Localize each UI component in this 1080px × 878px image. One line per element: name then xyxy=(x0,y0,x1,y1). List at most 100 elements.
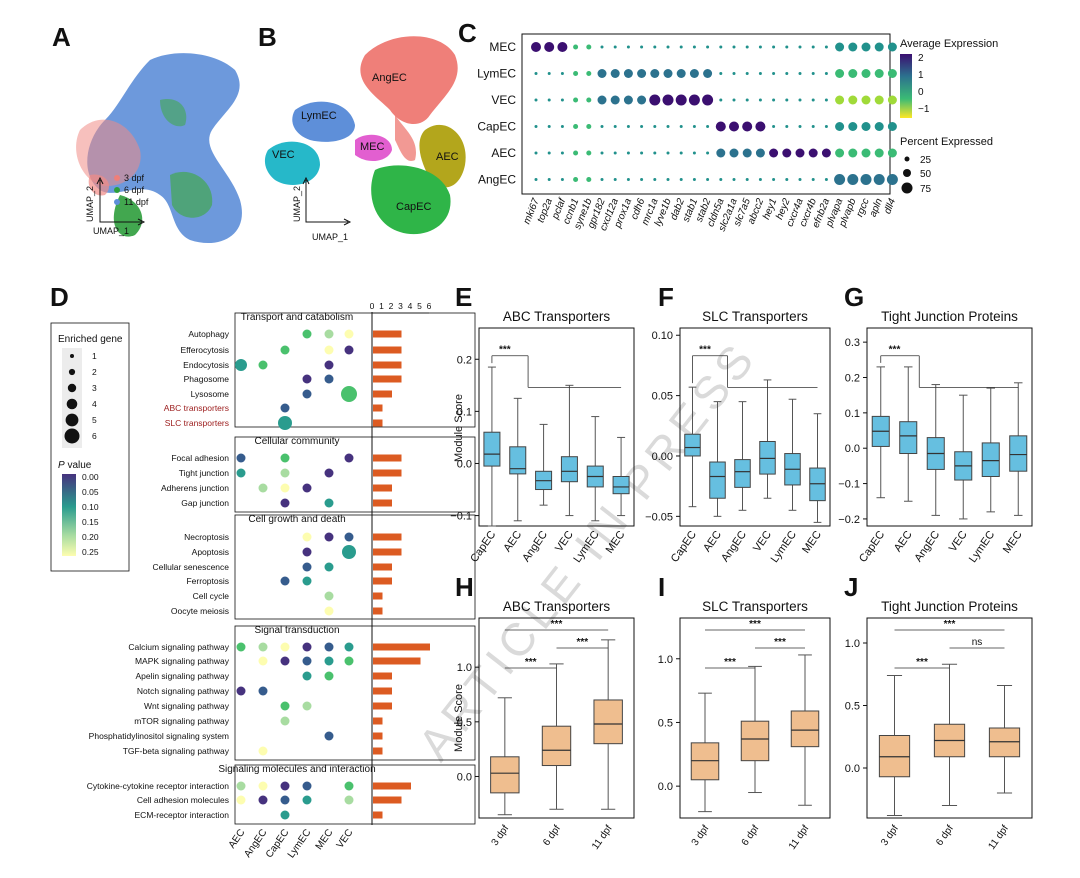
box-h-3-dpf xyxy=(490,756,520,794)
xtick-label-f-vec: VEC xyxy=(751,529,774,554)
enrich-dot-0-0-3 xyxy=(302,329,312,339)
box-i-11-dpf xyxy=(790,710,820,748)
size-legend-dot-25 xyxy=(904,156,910,162)
box-g-mec xyxy=(1009,435,1028,472)
frame-g xyxy=(866,327,1033,527)
ytick-label-e-0: 0.2 xyxy=(457,354,472,366)
dot-capec-mrc1a xyxy=(653,125,657,128)
dot-vec-dab2 xyxy=(675,94,687,106)
term-label-mapk-signaling-pathway: MAPK signaling pathway xyxy=(135,656,230,666)
size-legend-dot-50 xyxy=(903,169,911,177)
enrich-dot-4-1-5 xyxy=(344,795,354,805)
dotplot-c: MECLymECVECCapECAECAngECmki67top2apclafc… xyxy=(477,33,898,233)
dot-capec-pclaf xyxy=(560,125,564,128)
dot-vec-plvapb xyxy=(848,95,858,105)
legend-color-tick-4: 0.20 xyxy=(82,532,99,542)
column-label-aec: AEC xyxy=(227,827,248,850)
enrich-dot-2-2-4 xyxy=(324,562,334,572)
dot-mec-pclaf xyxy=(557,42,568,52)
term-label-autophagy: Autophagy xyxy=(188,329,229,339)
dot-capec-ccnb1 xyxy=(573,124,579,129)
panel-label-b: B xyxy=(258,22,277,52)
enrich-dot-2-5-4 xyxy=(324,606,334,616)
cluster-angec xyxy=(360,36,458,125)
ytick-label-j-1: 0.5 xyxy=(845,701,860,713)
legend-dot-3dpf xyxy=(114,175,120,181)
term-label-notch-signaling-pathway: Notch signaling pathway xyxy=(137,686,230,696)
enrich-dot-3-3-0 xyxy=(236,686,246,696)
enrich-bar-apoptosis xyxy=(373,548,402,556)
dot-mec-rgcc xyxy=(861,42,871,52)
xtick-label-i-6-dpf: 6 dpf xyxy=(740,823,762,848)
enrich-dot-3-4-3 xyxy=(302,701,312,711)
ytick-label-e-1: 0.1 xyxy=(457,406,472,418)
xtick-label-f-mec: MEC xyxy=(800,529,824,556)
enrich-bar-abc-transporters xyxy=(373,404,383,412)
term-label-calcium-signaling-pathway: Calcium signaling pathway xyxy=(128,642,229,652)
xtick-label-j-6-dpf: 6 dpf xyxy=(934,823,956,848)
dot-vec-rgcc xyxy=(861,95,871,105)
enrich-dot-2-2-3 xyxy=(302,562,312,572)
dot-angec-pclaf xyxy=(560,178,564,181)
enrich-dot-2-3-2 xyxy=(280,576,290,586)
xtick-label-f-lymec: LymEC xyxy=(769,529,799,565)
dot-angec-rgcc xyxy=(860,174,872,185)
term-label-cytokine-cytokine-receptor-interaction: Cytokine-cytokine receptor interaction xyxy=(87,781,229,791)
enrich-dot-0-2-1 xyxy=(258,360,268,370)
ytick-label-g-1: 0.2 xyxy=(845,373,860,385)
ylabel-top: Module Score xyxy=(453,394,465,462)
colorbar-tick-0: 0 xyxy=(918,87,924,98)
dot-aec-cxcl12a xyxy=(613,151,617,155)
dot-lymec-mrc1a xyxy=(650,69,660,78)
legend-color-tick-2: 0.10 xyxy=(82,502,99,512)
boxplot-h: ABC Transporters 1.0 0.5 0.0 3 dpf 6 dpf 11 dp… xyxy=(457,599,635,852)
enrich-bar-apelin-signaling-pathway xyxy=(373,672,392,680)
enrich-dot-4-0-1 xyxy=(258,781,268,791)
enrich-dot-0-0-5 xyxy=(344,329,354,339)
enrich-dot-3-2-4 xyxy=(324,671,334,681)
dot-capec-cxcl12a xyxy=(613,125,617,128)
legend-size-dot-2 xyxy=(68,368,76,376)
dot-angec-cxcr4b xyxy=(811,178,815,181)
dot-mec-plvapb xyxy=(848,42,858,52)
dot-lymec-stab2 xyxy=(703,69,713,78)
enrich-dot-1-0-5 xyxy=(344,453,354,463)
colorbar-tick-1: 1 xyxy=(918,70,924,81)
dot-angec-ccnb1 xyxy=(573,177,579,182)
dot-capec-syne1b xyxy=(586,124,592,129)
dot-vec-hey2 xyxy=(785,98,789,102)
dot-vec-prox1a xyxy=(623,95,633,105)
enrich-dot-2-0-3 xyxy=(302,532,312,542)
umap-a-blobs xyxy=(76,53,242,244)
enrich-dot-0-4-3 xyxy=(302,389,312,399)
dot-lymec-top2a xyxy=(547,72,551,75)
enrich-dot-2-4-4 xyxy=(324,591,334,601)
enrich-bar-efferocytosis xyxy=(373,346,402,354)
enrich-dot-3-2-3 xyxy=(302,671,312,681)
legend-size-label-6: 6 xyxy=(92,431,97,441)
dot-vec-lyve1b xyxy=(662,94,674,106)
legend-dot-11dpf xyxy=(114,199,120,205)
dot-vec-slc7a5 xyxy=(745,98,749,102)
term-label-ferroptosis: Ferroptosis xyxy=(186,576,229,586)
sig-label-g: *** xyxy=(889,345,901,356)
dot-mec-syne1b xyxy=(586,44,592,50)
dot-aec-prox1a xyxy=(626,151,630,155)
enrich-dot-3-0-0 xyxy=(236,642,246,652)
group-title-2: Cell growth and death xyxy=(248,514,345,525)
dot-capec-hey2 xyxy=(785,125,789,128)
enrich-dot-2-0-5 xyxy=(344,532,354,542)
xtick-label-f-aec: AEC xyxy=(701,529,724,554)
dot-lymec-dab2 xyxy=(676,69,686,78)
cluster-label-capec: CapEC xyxy=(396,201,432,213)
term-label-cell-cycle: Cell cycle xyxy=(193,591,230,601)
enrich-dot-3-1-3 xyxy=(302,656,312,666)
dot-vec-plvapa xyxy=(835,95,845,105)
panel-label-c: C xyxy=(458,18,477,48)
enrich-dot-4-0-5 xyxy=(344,781,354,791)
dot-mec-apln xyxy=(874,42,884,52)
dot-lymec-cxcr4b xyxy=(811,72,815,75)
umap-a: 3 dpf 6 dpf 11 dpf UMAP_1 UMAP_2 xyxy=(76,53,242,244)
enrich-dot-3-3-1 xyxy=(258,686,268,696)
